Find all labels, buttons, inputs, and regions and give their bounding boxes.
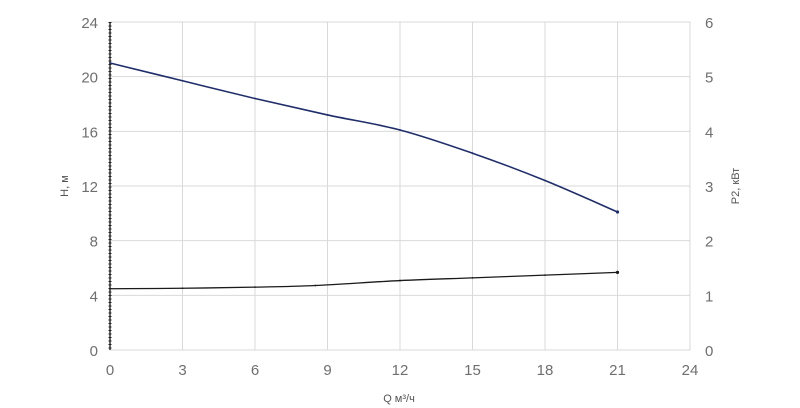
x-axis-label: Q м³/ч: [383, 393, 415, 405]
power-curve-point: [471, 276, 474, 279]
x-tick-label: 0: [106, 362, 114, 379]
head-curve-point: [181, 79, 184, 82]
x-tick-label: 24: [682, 362, 699, 379]
y-tick-label-right: 2: [705, 234, 713, 251]
y-axis-label-right: P2, кВт: [730, 168, 742, 204]
y-axis-label-left: H, м: [59, 175, 71, 197]
series-end-marker: [615, 210, 620, 214]
head-curve-point: [326, 114, 329, 116]
power-curve-point: [181, 287, 184, 290]
y-tick-label-left: 0: [90, 343, 98, 360]
y-tick-label-right: 6: [705, 15, 713, 32]
head-curve-point: [544, 179, 546, 182]
y-tick-label-right: 1: [705, 288, 713, 305]
series: [109, 62, 620, 290]
power-curve-point: [399, 279, 401, 282]
x-tick-label: 9: [323, 362, 331, 379]
x-tick-label: 3: [178, 362, 186, 379]
head-curve-point: [399, 129, 401, 131]
y-tick-label-left: 4: [90, 288, 98, 305]
series-end-marker: [615, 270, 620, 274]
y-tick-label-left: 16: [81, 124, 98, 141]
power-curve-point: [544, 274, 546, 277]
power-curve-point: [314, 284, 317, 287]
y-tick-label-right: 5: [705, 70, 713, 87]
grid: [109, 21, 691, 351]
power-curve-line: [109, 271, 619, 290]
y-tick-label-left: 20: [81, 70, 98, 87]
y-tick-label-right: 0: [705, 343, 713, 360]
y-tick-label-left: 12: [81, 179, 98, 196]
head-curve-line: [109, 62, 619, 213]
x-tick-label: 15: [464, 362, 481, 379]
head-curve-point: [471, 152, 474, 155]
y-tick-label-left: 8: [90, 234, 98, 251]
y-tick-label-left: 24: [81, 15, 98, 32]
y-tick-label-right: 3: [705, 179, 713, 196]
y-tick-label-right: 4: [705, 124, 713, 141]
x-tick-label: 6: [251, 362, 259, 379]
power-curve-point: [254, 286, 256, 289]
head-curve-point: [109, 62, 111, 64]
x-tick-label: 21: [609, 362, 626, 379]
head-curve-point: [254, 97, 256, 100]
power-curve-point: [109, 287, 111, 290]
x-tick-label: 12: [392, 362, 409, 379]
x-tick-label: 18: [537, 362, 554, 379]
